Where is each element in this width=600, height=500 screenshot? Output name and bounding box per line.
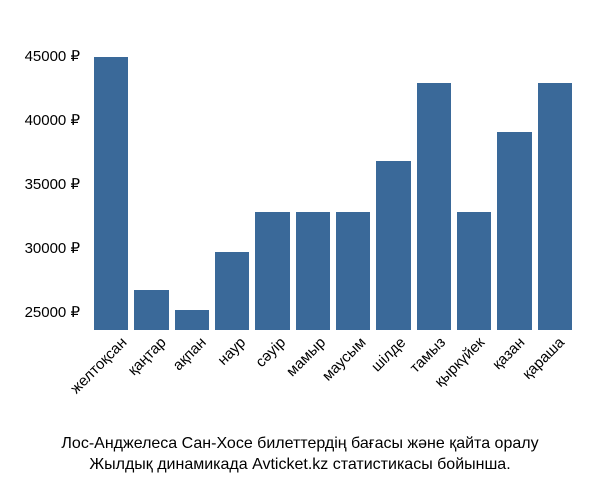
caption-line-1: Лос-Анджелеса Сан-Хосе билеттердің бағас… (0, 433, 600, 455)
bar (497, 132, 531, 330)
y-tick-label: 35000 ₽ (25, 175, 80, 193)
y-tick-label: 40000 ₽ (25, 111, 80, 129)
x-tick-label: маусым (319, 334, 370, 385)
chart-caption: Лос-Анджелеса Сан-Хосе билеттердің бағас… (0, 433, 600, 476)
x-tick-label: қаңтар (124, 334, 169, 379)
x-tick-label: қараша (519, 334, 568, 383)
x-tick-label: шілде (368, 334, 409, 375)
x-tick-label: ақпан (169, 334, 209, 374)
x-axis: желтоқсанқаңтарақпаннаурсәуірмамырмаусым… (88, 334, 578, 444)
chart-container: 25000 ₽ 30000 ₽ 35000 ₽ 40000 ₽ 45000 ₽ 50000… (0, 0, 600, 500)
bar (296, 212, 330, 330)
y-tick-label: 25000 ₽ (25, 303, 80, 321)
y-axis: 25000 ₽30000 ₽35000 ₽40000 ₽45000 ₽50000… (0, 10, 86, 330)
caption-line-2: Жылдық динамикада Avticket.kz статистика… (0, 454, 600, 476)
bar (336, 212, 370, 330)
bar (255, 212, 289, 330)
bar (376, 161, 410, 330)
y-tick-label: 30000 ₽ (25, 239, 80, 257)
bar (94, 57, 128, 330)
x-tick-label: наур (215, 334, 250, 369)
bars-group (88, 10, 578, 330)
x-tick-label: сәуір (253, 334, 290, 371)
y-tick-label: 50000 ₽ (25, 0, 80, 1)
bar (134, 290, 168, 330)
bar (538, 83, 572, 330)
plot-area (88, 10, 578, 330)
bar (457, 212, 491, 330)
bar (175, 310, 209, 330)
y-tick-label: 45000 ₽ (25, 47, 80, 65)
bar (215, 252, 249, 330)
bar (417, 83, 451, 330)
x-tick-label: желтоқсан (67, 334, 130, 397)
x-labels: желтоқсанқаңтарақпаннаурсәуірмамырмаусым… (88, 334, 578, 444)
